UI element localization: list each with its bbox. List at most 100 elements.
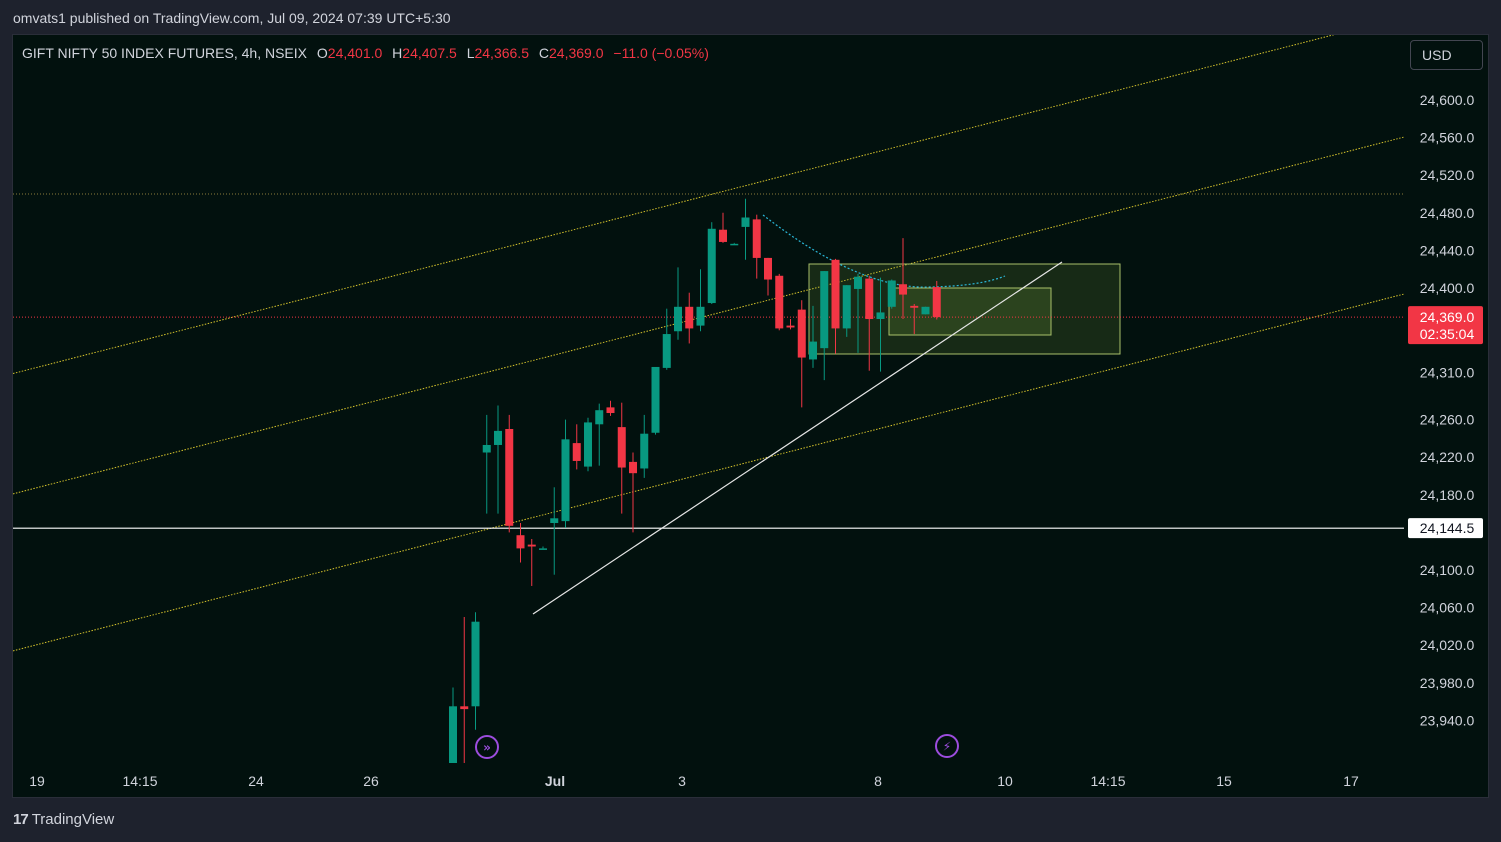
- candle-body: [550, 518, 559, 523]
- candle-body: [831, 259, 840, 329]
- candle-body: [527, 544, 536, 547]
- footer: 17 TradingView: [0, 798, 1501, 842]
- chart-pane[interactable]: [12, 34, 1489, 798]
- candle-body: [516, 535, 525, 549]
- candle-body: [730, 243, 739, 246]
- candle-body: [899, 284, 907, 295]
- candle-body: [572, 443, 581, 461]
- candle-body: [775, 275, 784, 329]
- candle-body: [865, 278, 874, 320]
- x-tick-label: Jul: [545, 773, 565, 789]
- x-tick-label: 26: [363, 773, 379, 789]
- y-tick-label: 23,940.0: [1420, 712, 1475, 728]
- y-tick-label: 24,060.0: [1420, 600, 1475, 616]
- candle-body: [685, 306, 694, 329]
- y-tick-label: 24,260.0: [1420, 412, 1475, 428]
- y-tick-label: 24,600.0: [1420, 92, 1475, 108]
- dividend-event-icon: [475, 735, 499, 759]
- x-tick-label: 14:15: [122, 773, 157, 789]
- candle-body: [707, 228, 716, 304]
- candle-body: [809, 341, 817, 360]
- y-tick-label: 24,560.0: [1420, 130, 1475, 146]
- rising-trendline: [532, 261, 1063, 615]
- close-value: C24,369.0: [538, 45, 604, 61]
- last-price-label: 24,369.0: [1420, 309, 1475, 325]
- range-box-inner: [888, 287, 1052, 336]
- support-price-badge: [1408, 518, 1483, 539]
- open-value: O24,401.0: [316, 45, 383, 61]
- candle-body: [629, 461, 637, 474]
- candle-body: [482, 444, 491, 453]
- x-tick-label: 14:15: [1090, 773, 1125, 789]
- candle-body: [842, 285, 851, 329]
- symbol-title[interactable]: GIFT NIFTY 50 INDEX FUTURES, 4h, NSEIX: [22, 45, 307, 61]
- x-tick-label: 3: [678, 773, 686, 789]
- candle-body: [910, 305, 919, 308]
- y-tick-label: 24,100.0: [1420, 562, 1475, 578]
- countdown-label: 02:35:04: [1420, 326, 1475, 342]
- candle-body: [640, 433, 649, 469]
- x-tick-label: 17: [1343, 773, 1359, 789]
- candle-body: [662, 334, 671, 368]
- earnings-event-icon-glyph: ⚡: [943, 740, 951, 754]
- candle-body: [854, 276, 862, 289]
- channel-line-upper: [13, 35, 1335, 375]
- candle-body: [797, 309, 806, 358]
- tradingview-logo[interactable]: 17 TradingView: [13, 811, 114, 828]
- candle-body: [617, 427, 626, 468]
- x-tick-label: 19: [29, 773, 45, 789]
- support-price-badge-label: 24,144.5: [1420, 520, 1475, 536]
- candle-body: [561, 439, 570, 522]
- candle-body: [932, 287, 941, 318]
- x-tick-label: 10: [997, 773, 1013, 789]
- low-value: L24,366.5: [466, 45, 529, 61]
- y-tick-label: 24,220.0: [1420, 449, 1475, 465]
- candle-body: [651, 366, 660, 433]
- currency-button[interactable]: USD: [1410, 40, 1483, 70]
- x-tick-label: 8: [874, 773, 882, 789]
- candle-body: [460, 706, 469, 710]
- candle-body: [887, 280, 896, 307]
- candle-body: [471, 621, 480, 707]
- channel-line-middle: [13, 136, 1404, 495]
- y-tick-label: 24,020.0: [1420, 637, 1475, 653]
- y-tick-label: 24,520.0: [1420, 167, 1475, 183]
- top-bar: omvats1 published on TradingView.com, Ju…: [0, 0, 1501, 34]
- candle-body: [595, 410, 604, 425]
- candle-body: [674, 306, 682, 332]
- channel-line-lower: [13, 293, 1404, 652]
- x-tick-label: 24: [248, 773, 264, 789]
- y-tick-label: 24,440.0: [1420, 242, 1475, 258]
- candle-body: [696, 306, 705, 326]
- publish-info: omvats1 published on TradingView.com, Ju…: [13, 10, 451, 26]
- range-box-outer: [808, 263, 1121, 355]
- candle-body: [606, 407, 615, 414]
- x-tick-label: 15: [1216, 773, 1232, 789]
- y-tick-label: 24,480.0: [1420, 205, 1475, 221]
- rounding-arc: [762, 214, 1006, 288]
- ohlc-legend: GIFT NIFTY 50 INDEX FUTURES, 4h, NSEIX O…: [22, 45, 709, 61]
- high-value: H24,407.5: [392, 45, 457, 61]
- tradingview-logo-text: TradingView: [31, 811, 115, 828]
- candle-body: [741, 217, 750, 227]
- candle-body: [719, 229, 727, 242]
- candle-body: [764, 257, 772, 280]
- last-price-badge: [1408, 306, 1483, 345]
- earnings-event-icon: [935, 734, 959, 758]
- tradingview-logo-icon: 17: [13, 811, 29, 828]
- candle-body: [786, 325, 795, 328]
- candle-body: [820, 271, 829, 349]
- dividend-event-icon-glyph: »: [483, 741, 491, 755]
- candle-body: [505, 429, 514, 526]
- candle-body: [752, 219, 761, 258]
- candle-body: [494, 430, 502, 445]
- y-tick-label: 23,980.0: [1420, 675, 1475, 691]
- candle-body: [921, 306, 930, 315]
- y-tick-label: 24,400.0: [1420, 280, 1475, 296]
- change-value: −11.0 (−0.05%): [613, 45, 709, 61]
- candle-body: [539, 548, 547, 550]
- plot-area: » ⚡: [13, 35, 1404, 763]
- candle-body: [876, 312, 885, 320]
- y-tick-label: 24,180.0: [1420, 487, 1475, 503]
